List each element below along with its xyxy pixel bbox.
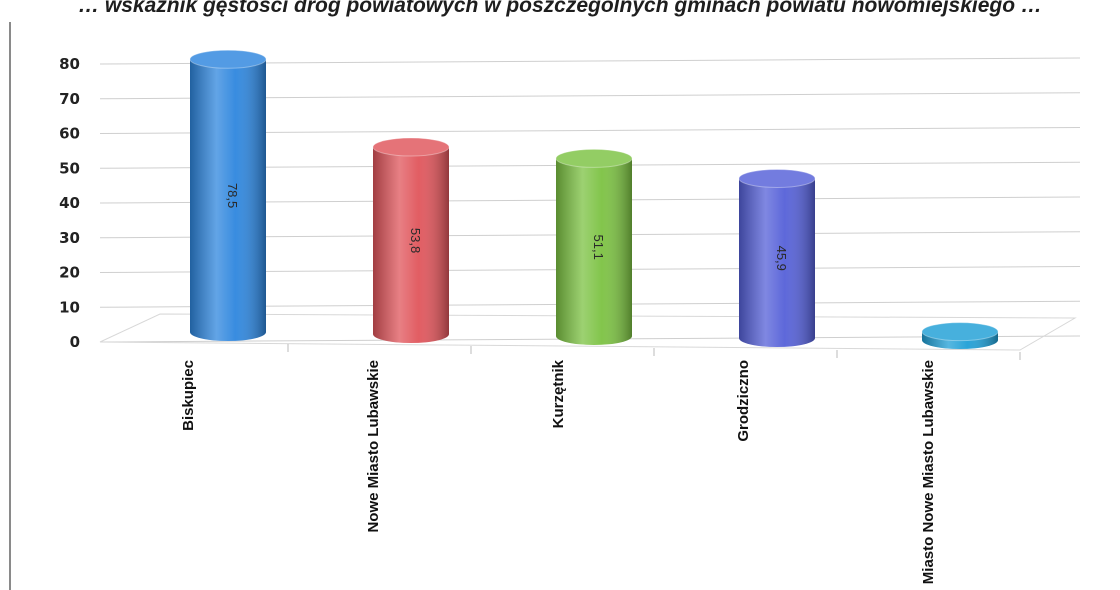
bar-top-cap <box>555 148 633 168</box>
category-label: Biskupiec <box>180 360 197 431</box>
y-tick-label: 60 <box>59 125 80 143</box>
bar <box>372 137 450 343</box>
bar <box>738 168 816 347</box>
bar-shading <box>556 158 632 345</box>
data-label: 53,8 <box>408 228 423 253</box>
category-label: Miasto Nowe Miasto Lubawskie <box>920 360 937 584</box>
bar-cap-highlight <box>373 138 449 157</box>
bar-cap-highlight <box>556 149 632 168</box>
bar-top-cap <box>189 49 267 69</box>
bar-top-cap <box>372 137 450 157</box>
bar-cap-highlight <box>739 169 815 188</box>
y-axis: 0 10 20 30 40 50 60 70 80 <box>59 55 80 351</box>
bar-top-cap <box>921 322 999 342</box>
bar-top-cap <box>738 168 816 188</box>
bars: 78,5 53,8 51,1 45,9 <box>189 49 999 349</box>
chart-floor <box>99 313 1077 351</box>
bar-shading <box>373 147 449 343</box>
bar <box>921 322 999 349</box>
bar-shading <box>190 59 266 342</box>
y-tick-label: 40 <box>59 194 80 212</box>
category-label: Kurzętnik <box>550 359 567 428</box>
category-label: Nowe Miasto Lubawskie <box>365 360 382 533</box>
page-title: … wskaźnik gęstości dróg powiatowych w p… <box>78 0 1042 17</box>
y-tick-label: 0 <box>70 333 80 351</box>
y-tick-label: 20 <box>59 264 80 282</box>
bar-cap-highlight <box>190 50 266 69</box>
y-tick-label: 70 <box>59 90 80 108</box>
x-axis: Biskupiec Nowe Miasto Lubawskie Kurzętnik G… <box>180 344 1021 584</box>
bar <box>189 49 267 342</box>
data-label: 51,1 <box>591 235 606 260</box>
y-tick-label: 50 <box>59 159 80 177</box>
y-tick-label: 80 <box>59 55 80 73</box>
y-tick-label: 10 <box>59 298 80 316</box>
data-label: 45,9 <box>774 246 789 271</box>
y-tick-label: 30 <box>59 229 80 247</box>
bar <box>555 148 633 345</box>
bar-cap-highlight <box>922 322 998 341</box>
frame-border <box>9 22 11 590</box>
data-label: 78,5 <box>225 183 240 208</box>
category-label: Grodziczno <box>735 360 752 442</box>
bar-shading <box>739 178 815 347</box>
